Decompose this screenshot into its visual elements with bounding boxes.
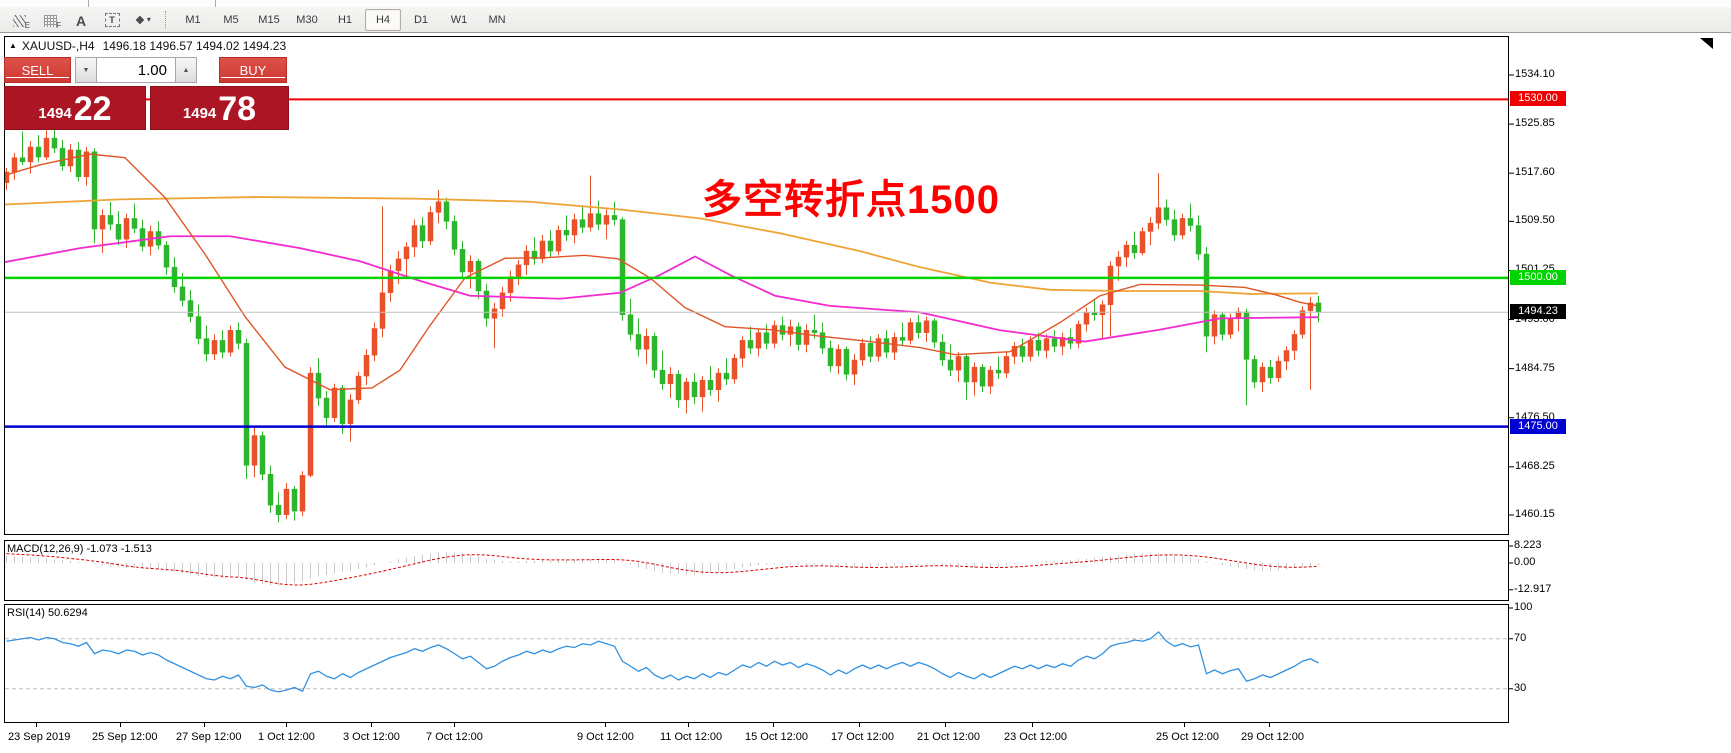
autoscroll-triangle-icon — [1700, 38, 1713, 49]
timeframe-button-w1[interactable]: W1 — [450, 13, 468, 26]
price-tick-label: 1517.60 — [1515, 166, 1555, 179]
date-axis-label: 23 Sep 2019 — [8, 731, 71, 743]
date-axis-label: 29 Oct 12:00 — [1241, 731, 1304, 743]
price-tick-label: 1468.25 — [1515, 459, 1555, 472]
toolbar: E F A T ❖ ▾ M1 M5 M15 M30 H1 H4 D1 W1 MN — [0, 7, 1731, 33]
current-price-label: 1494.23 — [1510, 304, 1566, 320]
date-axis-label: 9 Oct 12:00 — [577, 731, 634, 743]
timeframe-button-m15[interactable]: M15 — [258, 13, 280, 26]
buy-button[interactable]: BUY — [219, 57, 287, 83]
rsi-tick-label: 70 — [1514, 631, 1527, 644]
toolbar-separator — [165, 10, 167, 29]
date-axis-label: 25 Oct 12:00 — [1156, 731, 1219, 743]
date-axis-label: 17 Oct 12:00 — [831, 731, 894, 743]
chart-annotation-text: 多空转折点1500 — [702, 178, 1000, 222]
timeframe-buttons-group: M1 M5 M15 M30 H1 H4 D1 W1 MN — [175, 8, 517, 31]
price-tick-label: 1509.50 — [1515, 214, 1555, 227]
date-axis-label: 27 Sep 12:00 — [176, 731, 242, 743]
date-axis-label: 3 Oct 12:00 — [343, 731, 400, 743]
rsi-tick-label: 100 — [1514, 601, 1533, 613]
window-top-strip — [0, 0, 1731, 7]
buy-button-label: BUY — [239, 62, 267, 78]
ask-price-main: 1494 — [182, 105, 217, 122]
dotted-grid-tool-icon[interactable]: F — [37, 9, 63, 31]
buy-price-display[interactable]: 1494 78 — [150, 86, 289, 130]
price-tick-label: 1484.75 — [1515, 361, 1555, 374]
bid-price-main: 1494 — [38, 105, 72, 122]
date-axis-label: 11 Oct 12:00 — [660, 731, 723, 743]
toolbar-grip — [88, 0, 89, 7]
timeframe-button-d1[interactable]: D1 — [413, 13, 429, 26]
timeframe-button-m30[interactable]: M30 — [296, 13, 318, 26]
sell-button[interactable]: SELL — [4, 57, 71, 83]
ohlc-quotes: 1496.18 1496.57 1494.02 1494.23 — [102, 39, 287, 53]
timeframe-button-mn[interactable]: MN — [488, 13, 506, 26]
bid-price-pips: 22 — [73, 90, 112, 128]
volume-input[interactable] — [97, 57, 175, 83]
date-axis-label: 15 Oct 12:00 — [745, 731, 808, 743]
timeframe-button-h4[interactable]: H4 — [365, 8, 401, 31]
timeframe-button-m5[interactable]: M5 — [223, 13, 239, 26]
hatch-lines-tool-icon[interactable]: E — [6, 9, 32, 31]
drawing-tools-group: E F A T ❖ ▾ — [6, 9, 161, 31]
toolbar-grip — [215, 0, 216, 7]
price-level-label: 1530.00 — [1510, 91, 1566, 107]
collapse-triangle-icon[interactable]: ▲ — [9, 41, 17, 50]
rsi-indicator-label: RSI(14) 50.6294 — [7, 607, 88, 619]
volume-increase-button[interactable]: ▲ — [175, 57, 197, 83]
price-tick-label: 1534.10 — [1515, 68, 1555, 80]
date-axis-label: 23 Oct 12:00 — [1004, 731, 1067, 743]
macd-tick-label: -12.917 — [1514, 582, 1552, 595]
volume-decrease-button[interactable]: ▼ — [75, 57, 97, 83]
date-axis-label: 7 Oct 12:00 — [426, 731, 483, 743]
date-axis-label: 21 Oct 12:00 — [917, 731, 980, 743]
date-axis-label: 1 Oct 12:00 — [258, 731, 315, 743]
symbol-info: ▲ XAUUSD-,H4 1496.18 1496.57 1494.02 1494.… — [9, 39, 286, 53]
ask-price-pips: 78 — [218, 90, 257, 128]
price-tick-label: 1460.15 — [1515, 508, 1555, 520]
arrange-symbols-tool-icon[interactable]: ❖ ▾ — [135, 14, 151, 27]
timeframe-button-m1[interactable]: M1 — [185, 13, 201, 26]
macd-indicator-label: MACD(12,26,9) -1.073 -1.513 — [7, 543, 152, 555]
macd-tick-label: 8.223 — [1514, 538, 1542, 551]
sell-button-label: SELL — [21, 62, 54, 78]
chart-window[interactable]: ▲ XAUUSD-,H4 1496.18 1496.57 1494.02 1494.… — [0, 34, 1731, 753]
price-tick-label: 1525.85 — [1515, 117, 1555, 130]
timeframe-button-h1[interactable]: H1 — [337, 13, 353, 26]
rsi-tick-label: 30 — [1514, 681, 1527, 694]
macd-tick-label: 0.00 — [1514, 556, 1536, 568]
date-axis-label: 25 Sep 12:00 — [92, 731, 158, 743]
chevron-up-icon: ▲ — [182, 66, 190, 74]
sell-price-display[interactable]: 1494 22 — [4, 86, 146, 130]
text-label-tool-icon[interactable]: A — [75, 12, 87, 29]
symbol-name: XAUUSD-,H4 — [21, 39, 95, 53]
textbox-tool-icon[interactable]: T — [99, 9, 125, 31]
chevron-down-icon: ▼ — [82, 66, 90, 74]
price-level-label: 1500.00 — [1510, 269, 1566, 285]
price-level-label: 1475.00 — [1510, 418, 1566, 434]
